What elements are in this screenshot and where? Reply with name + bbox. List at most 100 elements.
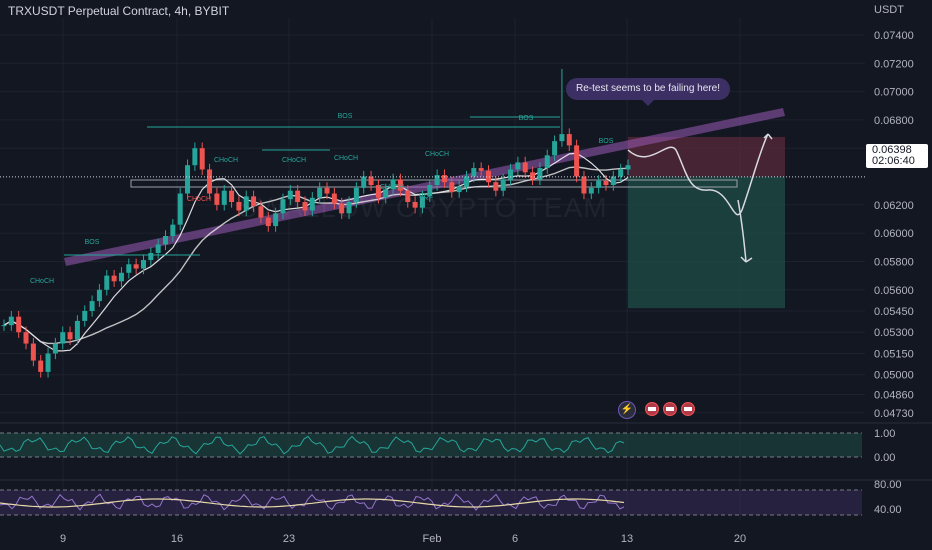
rsi-tick: 0.00: [874, 452, 895, 464]
time-tick: 13: [621, 533, 633, 545]
candle-body: [361, 176, 367, 188]
price-tick: 0.04730: [874, 408, 914, 420]
structure-label: BOS: [599, 138, 614, 145]
candle-body: [559, 134, 565, 142]
candle-body: [405, 190, 411, 203]
flag-icon[interactable]: [645, 402, 659, 416]
candle-body: [45, 353, 51, 372]
candle-body: [493, 182, 499, 191]
time-tick: 9: [60, 533, 66, 545]
structure-label: CHoCH: [334, 155, 358, 162]
rsi-line: [0, 435, 625, 455]
candle-body: [111, 275, 117, 282]
candle-body: [133, 264, 139, 269]
candle-body: [30, 343, 36, 361]
osc-tick: 40.00: [874, 504, 902, 516]
candle-body: [199, 148, 205, 170]
candle-body: [265, 217, 271, 227]
candle-body: [126, 264, 132, 273]
projection-up: [627, 133, 769, 216]
candles: [0, 68, 865, 378]
candle-body: [353, 187, 359, 203]
candle-body: [434, 175, 440, 186]
candle-body: [207, 169, 213, 194]
candle-body: [89, 301, 95, 312]
candle-body: [463, 176, 469, 187]
candle-body: [566, 134, 572, 146]
time-tick: 23: [283, 533, 295, 545]
candle-body: [397, 179, 403, 191]
candle-body: [258, 206, 264, 218]
candle-body: [375, 185, 381, 198]
candle-body: [383, 189, 389, 198]
moving-average-line: [3, 166, 629, 345]
osc-band: [0, 490, 862, 515]
candle-body: [16, 316, 22, 333]
moving-averages: [3, 152, 629, 352]
arrow-up: [763, 133, 773, 140]
structure-label: CHoCH: [282, 157, 306, 164]
osc-line: [0, 493, 625, 511]
candle-body: [427, 185, 433, 197]
price-tick: 0.04860: [874, 390, 914, 402]
candle-body: [273, 213, 279, 227]
lightning-icon[interactable]: ⚡: [618, 401, 636, 419]
candle-body: [163, 235, 169, 245]
candle-body: [1, 325, 7, 327]
candle-body: [346, 202, 352, 214]
price-tick: 0.05450: [874, 306, 914, 318]
chart-title: TRXUSDT Perpetual Contract, 4h, BYBIT: [8, 4, 230, 18]
candle-body: [60, 332, 66, 344]
candle-body: [280, 199, 286, 214]
bar-countdown: 02:06:40: [872, 155, 915, 167]
flag-icon[interactable]: [663, 402, 677, 416]
candle-body: [317, 187, 323, 198]
time-tick: 6: [512, 533, 518, 545]
structure-label: CHoCH: [187, 196, 211, 203]
candle-body: [581, 176, 587, 194]
candle-body: [177, 193, 183, 225]
candle-body: [574, 145, 580, 177]
candle-body: [155, 244, 161, 253]
trend-channel: [64, 108, 785, 266]
price-tick: 0.05000: [874, 370, 914, 382]
rsi-band: [0, 433, 862, 457]
candle-body: [192, 148, 198, 166]
candle-body: [82, 311, 88, 321]
candle-body: [625, 165, 631, 170]
candle-body: [324, 187, 330, 194]
candle-body: [170, 224, 176, 236]
candle-body: [74, 320, 80, 340]
structure-label: CHoCH: [425, 151, 449, 158]
time-tick: Feb: [423, 533, 442, 545]
candle-body: [478, 168, 484, 171]
projection-down: [737, 199, 747, 263]
candle-body: [522, 162, 528, 173]
candle-body: [148, 252, 154, 261]
candle-body: [471, 168, 477, 177]
trend-channel-band: [64, 108, 785, 266]
flag-icon[interactable]: [681, 402, 695, 416]
candle-body: [537, 168, 543, 180]
candle-body: [390, 179, 396, 190]
price-tick: 0.06200: [874, 200, 914, 212]
rsi-tick: 1.00: [874, 428, 895, 440]
price-tick: 0.05300: [874, 327, 914, 339]
candle-body: [236, 202, 242, 211]
price-tick: 0.07200: [874, 58, 914, 70]
candle-body: [412, 202, 418, 208]
candle-body: [38, 360, 44, 372]
last-price: 0.06398: [872, 144, 912, 156]
candle-body: [251, 196, 257, 207]
price-tick: 0.05150: [874, 348, 914, 360]
candle-body: [295, 190, 301, 203]
candle-body: [530, 172, 536, 180]
candle-body: [603, 180, 609, 186]
price-axis: USDT0.074000.072000.070000.068000.066000…: [874, 4, 914, 420]
target-zone: [628, 176, 785, 309]
candle-body: [500, 179, 506, 191]
time-tick: 16: [171, 533, 183, 545]
candle-body: [140, 260, 146, 269]
candle-body: [596, 180, 602, 188]
